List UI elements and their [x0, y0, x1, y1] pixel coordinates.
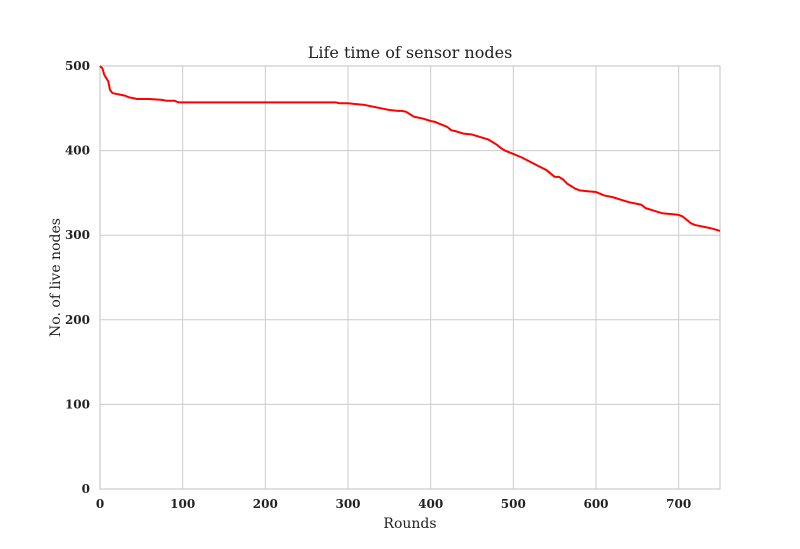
x-tick-label: 400	[418, 497, 443, 511]
x-tick-label: 0	[96, 497, 104, 511]
plot-background	[100, 66, 720, 489]
x-tick-labels: 0 100 200 300 400 500 600 700	[96, 497, 691, 511]
x-tick-label: 200	[253, 497, 278, 511]
x-axis-label: Rounds	[383, 516, 436, 532]
chart-title: Life time of sensor nodes	[308, 43, 513, 62]
x-tick-label: 600	[583, 497, 608, 511]
y-tick-label: 100	[65, 397, 90, 411]
y-tick-labels: 0 100 200 300 400 500	[65, 59, 90, 496]
x-tick-label: 100	[170, 497, 195, 511]
y-tick-label: 400	[65, 144, 90, 158]
grid-lines	[100, 66, 720, 489]
y-tick-label: 500	[65, 59, 90, 73]
x-tick-label: 500	[501, 497, 526, 511]
x-tick-label: 300	[335, 497, 360, 511]
series-group	[99, 65, 721, 232]
y-axis-label: No. of live nodes	[48, 218, 64, 337]
series-line-live-nodes	[99, 65, 721, 232]
y-tick-label: 200	[65, 313, 90, 327]
y-tick-label: 0	[82, 482, 90, 496]
y-tick-label: 300	[65, 228, 90, 242]
x-tick-label: 700	[666, 497, 691, 511]
plot-frame	[99, 65, 721, 490]
